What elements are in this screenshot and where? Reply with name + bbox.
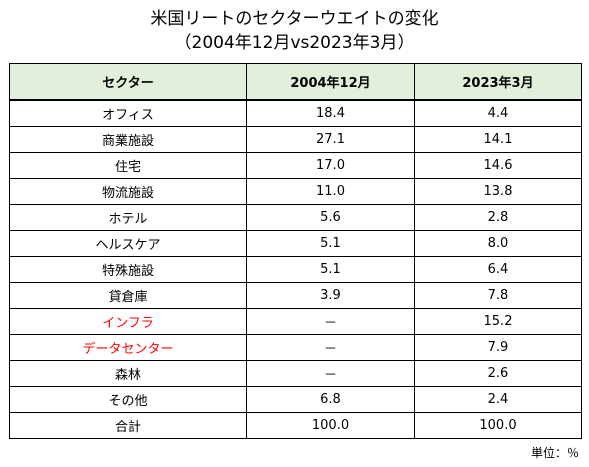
- sector-name-cell: 物流施設: [10, 179, 247, 205]
- value-2023-cell: 13.8: [415, 179, 582, 205]
- sector-name-cell: ヘルスケア: [10, 231, 247, 257]
- value-2004-cell: 6.8: [247, 387, 415, 413]
- value-2023-cell: 15.2: [415, 309, 582, 335]
- sector-name-cell: ホテル: [10, 205, 247, 231]
- table-row: 住宅 17.0 14.6: [10, 153, 582, 179]
- sector-name-cell: 住宅: [10, 153, 247, 179]
- value-2023-cell: 100.0: [415, 413, 582, 439]
- value-2023-cell: 7.9: [415, 335, 582, 361]
- value-2004-cell: 3.9: [247, 283, 415, 309]
- table-row: ホテル 5.6 2.8: [10, 205, 582, 231]
- value-2023-cell: 8.0: [415, 231, 582, 257]
- table-row: その他 6.8 2.4: [10, 387, 582, 413]
- sector-name-cell-highlight: インフラ: [10, 309, 247, 335]
- sector-name-cell: 合計: [10, 413, 247, 439]
- table-row: 物流施設 11.0 13.8: [10, 179, 582, 205]
- table-row: データセンター － 7.9: [10, 335, 582, 361]
- value-2023-cell: 14.1: [415, 127, 582, 153]
- value-2023-cell: 14.6: [415, 153, 582, 179]
- value-2023-cell: 6.4: [415, 257, 582, 283]
- value-2004-cell: 5.1: [247, 257, 415, 283]
- sector-weight-table: セクター 2004年12月 2023年3月 オフィス 18.4 4.4 商業施設…: [9, 63, 582, 439]
- header-sector: セクター: [10, 64, 247, 101]
- value-2004-cell: 18.4: [247, 100, 415, 127]
- value-2004-cell: 11.0: [247, 179, 415, 205]
- unit-note: 単位：％: [531, 446, 579, 460]
- header-2004: 2004年12月: [247, 64, 415, 101]
- header-2023: 2023年3月: [415, 64, 582, 101]
- chart-title: 米国リートのセクターウエイトの変化: [0, 9, 589, 29]
- value-2004-cell: －: [247, 335, 415, 361]
- sector-name-cell: オフィス: [10, 100, 247, 127]
- table-row: インフラ － 15.2: [10, 309, 582, 335]
- table-row: 貸倉庫 3.9 7.8: [10, 283, 582, 309]
- chart-subtitle: （2004年12月vs2023年3月）: [0, 33, 589, 53]
- value-2004-cell: 100.0: [247, 413, 415, 439]
- value-2023-cell: 2.6: [415, 361, 582, 387]
- value-2004-cell: 27.1: [247, 127, 415, 153]
- sector-name-cell-highlight: データセンター: [10, 335, 247, 361]
- value-2023-cell: 7.8: [415, 283, 582, 309]
- value-2004-cell: 5.1: [247, 231, 415, 257]
- value-2004-cell: －: [247, 361, 415, 387]
- table-row-total: 合計 100.0 100.0: [10, 413, 582, 439]
- sector-name-cell: 特殊施設: [10, 257, 247, 283]
- sector-name-cell: 商業施設: [10, 127, 247, 153]
- table-row: 森林 － 2.6: [10, 361, 582, 387]
- value-2023-cell: 4.4: [415, 100, 582, 127]
- value-2004-cell: －: [247, 309, 415, 335]
- table-row: オフィス 18.4 4.4: [10, 100, 582, 127]
- value-2023-cell: 2.4: [415, 387, 582, 413]
- sector-name-cell: 貸倉庫: [10, 283, 247, 309]
- table-header-row: セクター 2004年12月 2023年3月: [10, 64, 582, 101]
- value-2023-cell: 2.8: [415, 205, 582, 231]
- value-2004-cell: 5.6: [247, 205, 415, 231]
- table-row: ヘルスケア 5.1 8.0: [10, 231, 582, 257]
- table-row: 商業施設 27.1 14.1: [10, 127, 582, 153]
- value-2004-cell: 17.0: [247, 153, 415, 179]
- sector-name-cell: その他: [10, 387, 247, 413]
- sector-name-cell: 森林: [10, 361, 247, 387]
- table-row: 特殊施設 5.1 6.4: [10, 257, 582, 283]
